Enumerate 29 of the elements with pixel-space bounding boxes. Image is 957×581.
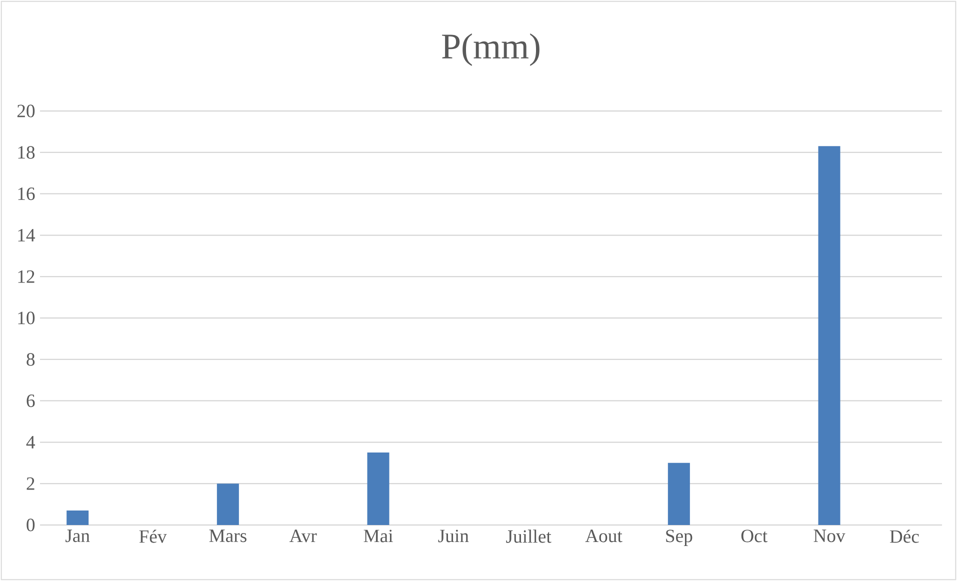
x-tick-label: Juillet xyxy=(506,530,552,543)
y-tick-label: 18 xyxy=(18,146,35,159)
x-tick-label: Déc xyxy=(890,530,919,543)
y-tick-label: 14 xyxy=(18,229,36,242)
bar xyxy=(668,462,690,525)
y-tick-label: 12 xyxy=(18,270,34,283)
x-tick-label: Sep xyxy=(666,530,692,546)
y-tick-label: 8 xyxy=(26,353,35,366)
x-tick-label: Juin xyxy=(438,530,469,542)
x-tick-label: Mars xyxy=(209,530,246,542)
y-tick-label: 10 xyxy=(18,312,35,324)
bar xyxy=(66,510,89,525)
bar xyxy=(367,452,390,525)
x-tick-label: Oct xyxy=(741,530,768,542)
y-tick-label: 0 xyxy=(26,518,35,532)
y-tick-label: 6 xyxy=(26,394,35,408)
x-tick-label: Fév xyxy=(139,530,167,543)
bar xyxy=(818,146,840,525)
x-tick-label: Mai xyxy=(364,530,393,542)
y-tick-label: 20 xyxy=(17,104,35,118)
x-tick-label: Aout xyxy=(585,530,622,542)
bar xyxy=(216,484,239,525)
chart-title: P(mm) xyxy=(442,33,540,66)
y-tick-label: 16 xyxy=(18,188,35,200)
x-tick-label: Jan xyxy=(66,530,90,542)
y-tick-label: 4 xyxy=(26,436,36,448)
x-tick-label: Avr xyxy=(289,530,317,542)
y-tick-label: 2 xyxy=(26,477,34,490)
x-tick-label: Nov xyxy=(814,530,846,542)
